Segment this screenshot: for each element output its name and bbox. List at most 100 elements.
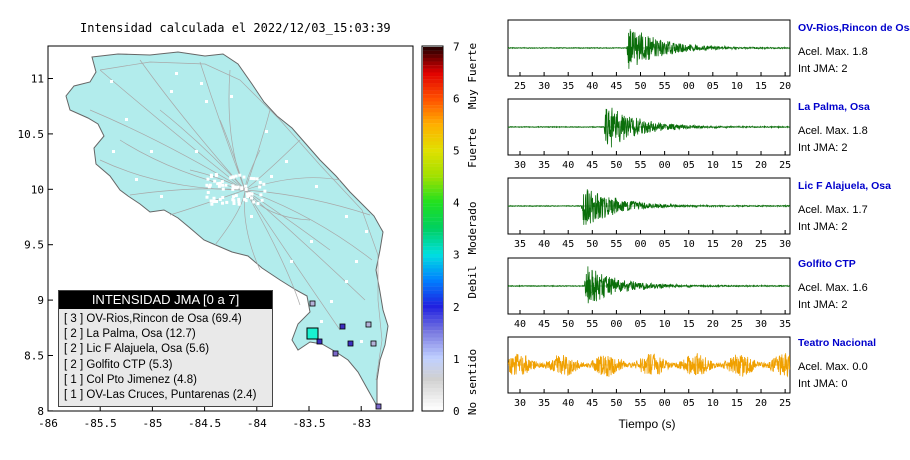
colorbar-category: No sentido	[466, 349, 479, 415]
x-tick-label: -84	[247, 417, 267, 430]
y-tick-label: 9.5	[24, 239, 44, 252]
legend-item: [ 2 ] La Palma, Osa (12.7)	[64, 328, 196, 341]
town-marker	[252, 200, 256, 204]
time-tick-label: 05	[707, 81, 719, 92]
y-tick-label: 9	[37, 294, 44, 307]
road-network	[89, 59, 383, 381]
legend-item: [ 1 ] Col Pto Jimenez (4.8)	[64, 373, 197, 386]
town-marker	[345, 280, 348, 283]
max-accel: Acel. Max. 1.6	[798, 282, 868, 294]
town-marker	[315, 185, 318, 188]
x-tick-label: -86	[38, 417, 58, 430]
town-marker	[221, 183, 225, 187]
town-marker	[220, 180, 224, 184]
town-marker	[234, 194, 238, 198]
town-marker	[125, 118, 128, 121]
time-tick-label: 05	[659, 239, 671, 250]
waveform	[507, 29, 791, 69]
time-tick-label: 25	[731, 319, 743, 330]
town-marker	[243, 197, 247, 201]
time-tick-label: 20	[707, 319, 719, 330]
trace-info-4: Teatro Nacional Acel. Max. 0.0 Int JMA: …	[798, 337, 876, 390]
time-tick-label: 30	[514, 160, 526, 171]
town-marker	[234, 174, 238, 178]
trace-info-2: Lic F Alajuela, Osa Acel. Max. 1.7 Int J…	[798, 180, 891, 233]
town-marker	[238, 173, 242, 177]
station-marker	[339, 323, 346, 330]
time-tick-label: 10	[707, 160, 719, 171]
town-marker	[249, 192, 253, 196]
time-tick-label: 50	[634, 81, 646, 92]
time-tick-label: 25	[755, 239, 767, 250]
legend-item: [ 1 ] OV-Las Cruces, Puntarenas (2.4)	[64, 389, 257, 402]
trace-info-3: Golfito CTP Acel. Max. 1.6 Int JMA: 2	[798, 258, 868, 311]
time-tick-label: 35	[562, 81, 574, 92]
town-marker	[290, 260, 293, 263]
town-marker	[218, 197, 222, 201]
time-tick-label: 20	[755, 160, 767, 171]
town-marker	[175, 72, 178, 75]
town-marker	[230, 95, 233, 98]
town-marker	[205, 100, 208, 103]
town-marker	[235, 186, 239, 190]
time-tick-label: 50	[610, 398, 622, 409]
colorbar-tick-label: 7	[453, 40, 460, 53]
town-marker	[225, 200, 229, 204]
station-marker	[347, 340, 354, 347]
station-name: OV-Rios,Rincon de Osa	[798, 22, 910, 34]
colorbar-tick-label: 5	[453, 145, 460, 158]
town-marker	[237, 202, 241, 206]
max-accel: Acel. Max. 1.7	[798, 204, 868, 216]
seismogram-panel: 30 35 40 45 50 55 00 05 10 15 20 25	[507, 98, 791, 171]
time-tick-label: 55	[634, 160, 646, 171]
station-name: Lic F Alajuela, Osa	[798, 180, 891, 192]
time-tick-label: 00	[610, 319, 622, 330]
time-tick-label: 40	[514, 319, 526, 330]
colorbar-category: Moderado	[466, 202, 479, 255]
town-marker	[237, 200, 241, 204]
town-marker	[231, 187, 235, 191]
town-marker	[250, 215, 253, 218]
town-marker	[365, 230, 368, 233]
town-marker	[213, 179, 217, 183]
colorbar-category: Debil	[466, 265, 479, 298]
town-marker	[255, 177, 259, 181]
waveform	[507, 107, 790, 148]
time-tick-label: 45	[538, 319, 550, 330]
time-tick-label: 05	[634, 319, 646, 330]
town-marker	[207, 185, 211, 189]
town-marker	[170, 90, 173, 93]
town-marker	[252, 177, 256, 181]
y-tick-label: 11	[31, 73, 44, 86]
station-name: Golfito CTP	[798, 258, 856, 270]
town-marker	[262, 182, 266, 186]
time-tick-label: 40	[562, 398, 574, 409]
town-marker	[231, 184, 235, 188]
x-tick-label: -83.5	[292, 417, 325, 430]
station-marker	[375, 403, 382, 410]
town-marker	[232, 202, 236, 206]
time-tick-label: 50	[562, 319, 574, 330]
town-marker	[237, 197, 241, 201]
colorbar-tick-label: 2	[453, 301, 460, 314]
legend-item: [ 2 ] Lic F Alajuela, Osa (5.6)	[64, 343, 210, 356]
seismogram-panel: 40 45 50 55 00 05 10 15 20 25 30 35	[507, 257, 791, 330]
y-tick-label: 8	[37, 405, 44, 418]
town-marker	[95, 125, 98, 128]
time-tick-label: 45	[562, 239, 574, 250]
time-axis-label: Tiempo (s)	[619, 417, 676, 431]
town-marker	[209, 199, 213, 203]
time-tick-label: 30	[755, 319, 767, 330]
town-marker	[215, 200, 218, 203]
town-marker	[110, 80, 113, 83]
town-marker	[112, 150, 115, 153]
station-name: Teatro Nacional	[798, 337, 876, 349]
town-marker	[216, 182, 220, 186]
town-marker	[200, 82, 203, 85]
jma-intensity: Int JMA: 2	[798, 142, 848, 154]
time-tick-label: 25	[779, 398, 791, 409]
time-tick-label: 05	[683, 160, 695, 171]
town-marker	[221, 201, 225, 205]
colorbar-tick-label: 1	[453, 353, 460, 366]
jma-intensity: Int JMA: 2	[798, 63, 848, 75]
